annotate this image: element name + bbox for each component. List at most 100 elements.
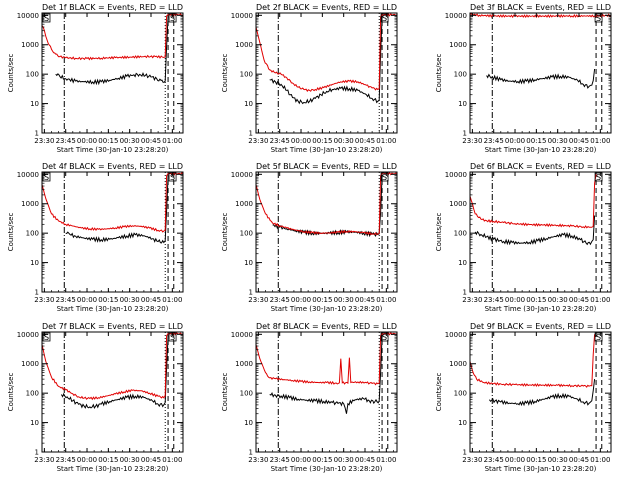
x-tick-label: 00:45 [355,296,375,304]
y-tick-label: 1 [249,130,253,138]
series-events-line [55,15,169,86]
box-label-frame [380,172,389,182]
plot-area [256,332,397,452]
x-tick-label: 23:45 [270,296,290,304]
x-tick-label: 23:30 [248,456,268,464]
plot-area [470,172,603,292]
y-tick-label: 10 [244,259,253,267]
plot-area [42,332,183,452]
x-tick-label: 00:30 [548,296,568,304]
x-tick-label: 01:00 [590,296,610,304]
y-tick-label: 10 [30,100,39,108]
y-tick-label: 100 [26,230,39,238]
x-tick-label: 00:45 [569,137,589,145]
panel-title: Det 7f BLACK = Events, RED = LLD [42,322,183,331]
box-label: S [596,333,601,342]
series-lld-line [256,332,397,386]
series-lld-line [42,13,183,61]
y-tick-label: 10 [244,100,253,108]
panel-6: Det 6f BLACK = Events, RED = LLD S 23:30 23… [435,162,612,313]
y-tick-label: 1 [35,289,39,297]
y-axis-label: Counts/sec [7,54,15,93]
x-tick-label: 00:00 [505,456,525,464]
x-tick-label: 23:45 [270,456,290,464]
x-tick-label: 23:30 [34,456,54,464]
plot-frame [255,12,398,134]
y-tick-label: 10000 [231,171,253,179]
y-tick-label: 1000 [21,41,39,49]
y-tick-label: 1000 [235,360,253,368]
plot-frame [469,171,612,293]
panel-title: Det 4f BLACK = Events, RED = LLD [42,162,183,171]
x-tick-label: 00:30 [120,456,140,464]
series-lld-line [256,172,397,236]
x-tick-label: 00:15 [98,137,118,145]
x-tick-label: 23:45 [484,137,504,145]
series-lld-line [470,334,596,388]
x-tick-label: 00:45 [141,137,161,145]
box-label: S [44,14,49,23]
x-tick-label: 00:45 [355,137,375,145]
y-axis-label: Counts/sec [7,373,15,412]
x-tick-label: 23:30 [248,296,268,304]
y-tick-label: 1000 [449,360,467,368]
x-tick-label: 01:00 [376,456,396,464]
y-tick-label: 1 [463,449,467,457]
y-axis-label: Counts/sec [221,54,229,93]
box-label: S [596,173,601,182]
x-tick-label: 00:00 [291,137,311,145]
x-tick-label: 23:30 [462,137,482,145]
panel-4: Det 4f BLACK = Events, RED = LLD S S 23:30 2… [7,162,184,313]
y-tick-label: 100 [240,71,253,79]
y-tick-label: 1000 [21,360,39,368]
y-axis-label: Counts/sec [221,213,229,252]
series-events-line [269,334,383,414]
x-axis-label: Start Time (30-Jan-10 23:28:20) [57,465,169,473]
panel-title: Det 6f BLACK = Events, RED = LLD [470,162,611,171]
x-tick-label: 23:45 [484,456,504,464]
x-tick-label: 00:00 [505,137,525,145]
x-tick-label: 00:15 [312,296,332,304]
box-label: S [170,14,175,23]
x-tick-label: 01:00 [376,137,396,145]
y-tick-label: 1 [249,289,253,297]
series-lld-line [42,332,183,401]
panel-5: Det 5f BLACK = Events, RED = LLD S 23:30 23… [221,162,398,313]
x-tick-label: 00:15 [98,456,118,464]
y-axis-label: Counts/sec [7,213,15,252]
series-events-line [486,68,596,89]
plot-area [470,332,603,452]
y-tick-label: 100 [240,230,253,238]
x-tick-label: 01:00 [162,456,182,464]
y-tick-label: 1 [249,449,253,457]
series-lld-line [470,174,597,229]
x-tick-label: 23:45 [484,296,504,304]
box-label: S [170,173,175,182]
box-label-frame [380,13,389,23]
x-tick-label: 00:15 [312,456,332,464]
x-tick-label: 23:30 [34,296,54,304]
y-tick-label: 10000 [231,12,253,20]
y-tick-label: 10000 [231,331,253,339]
y-tick-label: 10 [244,419,253,427]
y-tick-label: 10000 [445,12,467,20]
y-tick-label: 10000 [445,331,467,339]
box-label: S [382,14,387,23]
series-lld-line [470,13,611,19]
x-tick-label: 23:30 [248,137,268,145]
y-axis-label: Counts/sec [435,54,443,93]
x-tick-label: 23:45 [56,296,76,304]
x-tick-label: 00:45 [141,456,161,464]
x-tick-label: 23:30 [462,296,482,304]
x-tick-label: 00:00 [77,137,97,145]
panel-9: Det 9f BLACK = Events, RED = LLD S 23:30 23… [435,322,612,473]
series-events-line [489,379,596,407]
y-tick-label: 100 [26,71,39,79]
y-tick-label: 100 [240,390,253,398]
series-events-line [60,335,169,409]
series-lld-line [42,172,183,233]
x-tick-label: 00:30 [120,137,140,145]
panel-title: Det 9f BLACK = Events, RED = LLD [470,322,611,331]
panel-3: Det 3f BLACK = Events, RED = LLD S 23:30 23… [435,3,612,154]
box-label-frame [594,332,603,342]
